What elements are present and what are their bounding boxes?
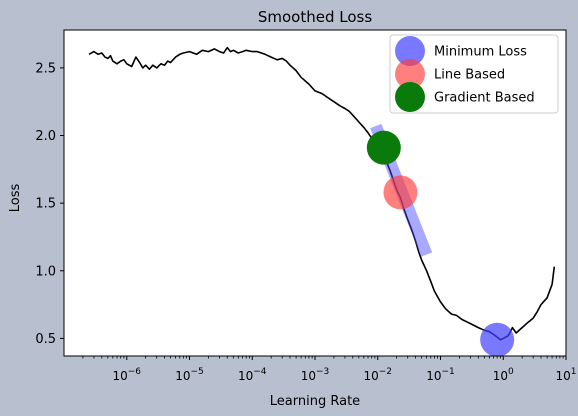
- data-layer: [88, 46, 556, 356]
- y-tick-label: 0.5: [35, 332, 56, 347]
- legend-label-gradient-based: Gradient Based: [434, 91, 535, 106]
- y-tick-label: 2.0: [35, 129, 56, 144]
- legend-box: [389, 34, 559, 114]
- x-tick-label: 100: [493, 367, 514, 383]
- x-tick-label: 10−4: [238, 367, 267, 383]
- line-based-marker: [383, 175, 418, 210]
- y-tick-label: 1.5: [35, 197, 56, 212]
- x-axis-label: Learning Rate: [270, 394, 360, 409]
- chart-title: Smoothed Loss: [258, 8, 372, 26]
- legend-label-line-based: Line Based: [434, 68, 505, 83]
- minimum-loss-marker: [480, 322, 515, 356]
- x-tick-label: 10−1: [426, 367, 455, 383]
- y-tick-label: 1.0: [35, 264, 56, 279]
- x-tick-label: 101: [555, 367, 576, 383]
- legend: Minimum Loss Line Based Gradient Based: [389, 34, 559, 114]
- x-tick-label: 10−3: [301, 367, 330, 383]
- x-tick-label: 10−5: [175, 367, 204, 383]
- y-tick-label: 2.5: [35, 61, 56, 76]
- gradient-based-marker: [366, 130, 401, 165]
- loss-curve: [88, 46, 556, 341]
- legend-swatch-line-based: [395, 59, 425, 89]
- y-axis-label: Loss: [8, 184, 23, 213]
- legend-swatch-minimum-loss: [395, 36, 425, 66]
- x-tick-label: 10−6: [112, 367, 141, 383]
- x-tick-label: 10−2: [363, 367, 392, 383]
- legend-swatch-gradient-based: [395, 82, 425, 112]
- legend-label-minimum-loss: Minimum Loss: [434, 45, 527, 60]
